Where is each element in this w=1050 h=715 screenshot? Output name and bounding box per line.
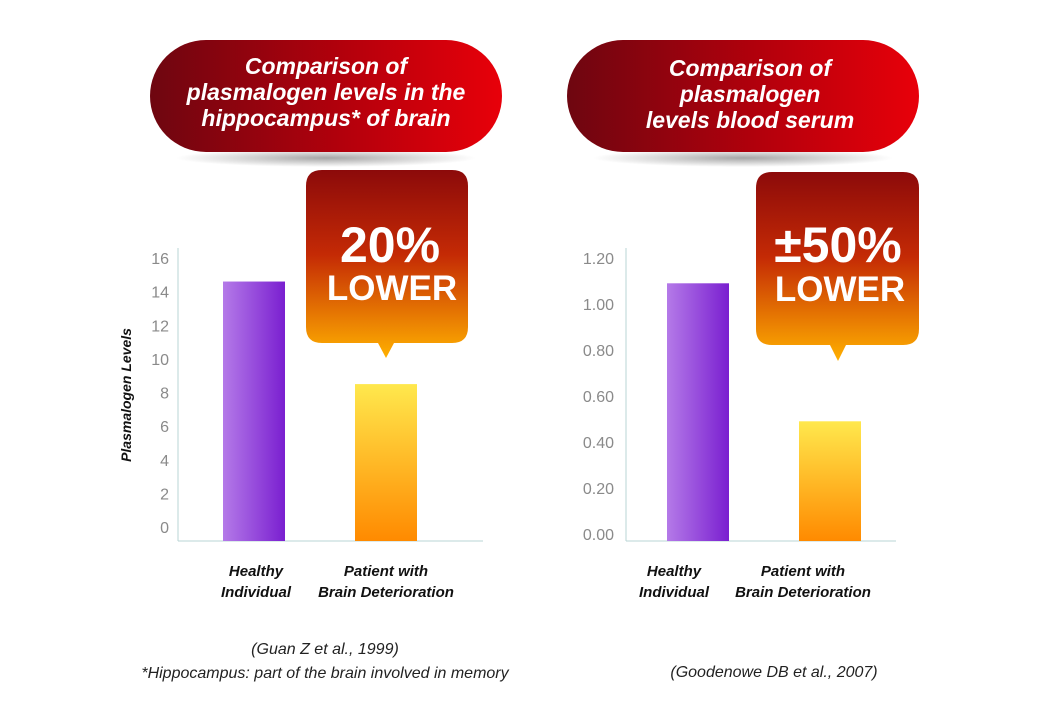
y-tick-label: 0.80 xyxy=(583,343,614,360)
y-tick-label: 0.00 xyxy=(583,527,614,544)
chart-right: Comparison of plasmalogen levels blood s… xyxy=(567,40,919,681)
category-label: Healthy xyxy=(229,563,284,580)
y-tick-label: 0 xyxy=(160,520,169,537)
y-tick-label: 8 xyxy=(160,386,169,403)
callout-word: LOWER xyxy=(327,269,457,308)
category-label: Brain Deterioration xyxy=(318,584,454,601)
callout-word: LOWER xyxy=(775,270,905,309)
bar-patient xyxy=(355,384,417,541)
category-label: Individual xyxy=(221,584,292,601)
y-tick-label: 0.60 xyxy=(583,389,614,406)
chart-title-line: plasmalogen xyxy=(679,81,821,107)
y-tick-label: 0.20 xyxy=(583,481,614,498)
y-axis-label: Plasmalogen Levels xyxy=(118,328,134,462)
callout-percent: ±50% xyxy=(774,217,902,273)
y-tick-label: 1.20 xyxy=(583,251,614,268)
category-label: Patient with xyxy=(761,563,845,580)
y-ticks: 0.00 0.20 0.40 0.60 0.80 1.00 1.20 xyxy=(583,251,614,544)
y-tick-label: 4 xyxy=(160,453,169,470)
chart-title-line: levels blood serum xyxy=(646,107,854,133)
y-tick-label: 10 xyxy=(151,352,169,369)
citation: (Goodenowe DB et al., 2007) xyxy=(670,664,877,681)
bars xyxy=(223,281,417,541)
y-tick-label: 6 xyxy=(160,419,169,436)
bars xyxy=(667,283,861,541)
category-label: Patient with xyxy=(344,563,428,580)
chart-title-line: plasmalogen levels in the xyxy=(186,79,466,105)
title-pill xyxy=(567,40,919,152)
chart-title-line: Comparison of xyxy=(669,55,834,81)
citation: (Guan Z et al., 1999) xyxy=(251,641,399,658)
title-shadow xyxy=(176,149,476,167)
chart-left: Comparison of plasmalogen levels in the … xyxy=(118,40,510,682)
callout-bubble xyxy=(306,170,468,358)
chart-title-line: Comparison of xyxy=(245,53,410,79)
callout-percent: 20% xyxy=(340,217,440,273)
title-pill xyxy=(150,40,502,152)
y-tick-label: 0.40 xyxy=(583,435,614,452)
y-tick-label: 12 xyxy=(151,318,169,335)
footnote: *Hippocampus: part of the brain involved… xyxy=(141,665,509,682)
title-shadow xyxy=(593,149,893,167)
bar-healthy xyxy=(667,283,729,541)
y-tick-label: 16 xyxy=(151,251,169,268)
y-tick-label: 1.00 xyxy=(583,297,614,314)
category-label: Brain Deterioration xyxy=(735,584,871,601)
bar-healthy xyxy=(223,281,285,541)
category-label: Individual xyxy=(639,584,710,601)
chart-title-line: hippocampus* of brain xyxy=(201,105,450,131)
y-tick-label: 14 xyxy=(151,285,169,302)
y-ticks: 0 2 4 6 8 10 12 14 16 xyxy=(151,251,169,537)
y-tick-label: 2 xyxy=(160,486,169,503)
category-label: Healthy xyxy=(647,563,702,580)
bar-patient xyxy=(799,421,861,541)
callout-bubble xyxy=(756,172,919,361)
